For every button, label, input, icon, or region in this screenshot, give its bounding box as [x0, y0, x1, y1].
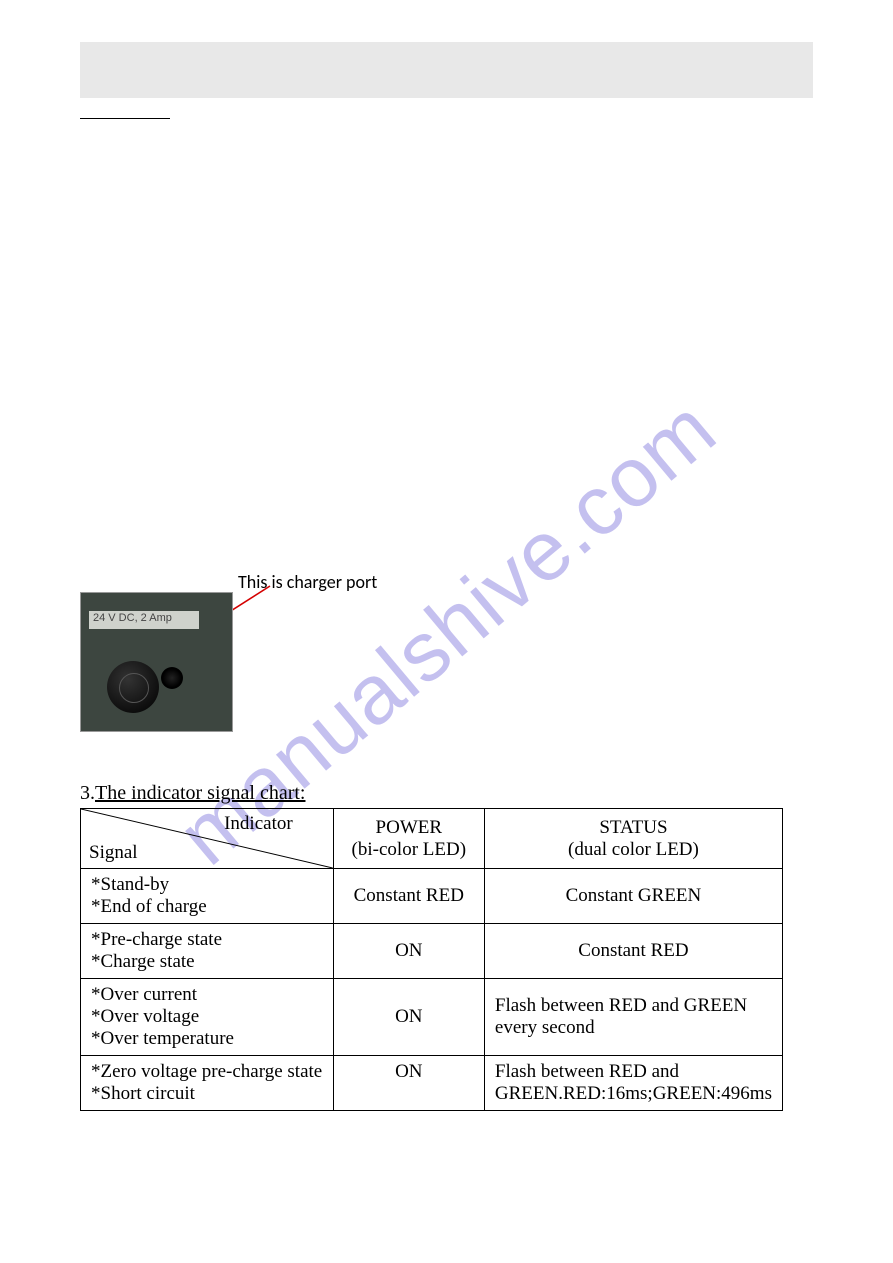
photo-voltage-label: 24 V DC, 2 Amp [89, 611, 199, 629]
charger-port-annotation: This is charger port [238, 571, 377, 593]
table-header-row: Indicator Signal POWER (bi-color LED) ST… [81, 809, 783, 869]
status-cell: Constant GREEN [484, 869, 782, 924]
underline-divider [80, 118, 170, 119]
status-cell: Flash between RED and GREEN every second [484, 979, 782, 1056]
power-cell: ON [333, 1056, 484, 1111]
signal-cell: *Over current*Over voltage*Over temperat… [81, 979, 334, 1056]
status-cell: Constant RED [484, 924, 782, 979]
table-header-status: STATUS (dual color LED) [484, 809, 782, 869]
charger-port-photo: 24 V DC, 2 Amp [80, 592, 233, 732]
photo-port-icon [161, 667, 183, 689]
indicator-signal-table: Indicator Signal POWER (bi-color LED) ST… [80, 808, 783, 1111]
signal-cell: *Zero voltage pre-charge state*Short cir… [81, 1056, 334, 1111]
table-header-signal: Signal [89, 842, 138, 864]
power-cell: Constant RED [333, 869, 484, 924]
table-header-power: POWER (bi-color LED) [333, 809, 484, 869]
table-body: *Stand-by*End of chargeConstant REDConst… [81, 869, 783, 1111]
photo-cap-icon [107, 661, 159, 713]
signal-cell: *Stand-by*End of charge [81, 869, 334, 924]
power-cell: ON [333, 924, 484, 979]
table-header-status-label: STATUS [599, 817, 667, 838]
table-header-power-label: POWER [376, 817, 443, 838]
table-header-status-sub: (dual color LED) [568, 839, 699, 860]
header-band [80, 42, 813, 98]
table-row: *Zero voltage pre-charge state*Short cir… [81, 1056, 783, 1111]
table-row: *Stand-by*End of chargeConstant REDConst… [81, 869, 783, 924]
signal-cell: *Pre-charge state*Charge state [81, 924, 334, 979]
table-header-indicator: Indicator [224, 813, 293, 835]
table-row: *Over current*Over voltage*Over temperat… [81, 979, 783, 1056]
section-number: 3. [80, 782, 95, 805]
table-header-power-sub: (bi-color LED) [352, 839, 466, 860]
section-title: The indicator signal chart: [95, 782, 305, 805]
status-cell: Flash between RED and GREEN.RED:16ms;GRE… [484, 1056, 782, 1111]
power-cell: ON [333, 979, 484, 1056]
table-header-diagonal: Indicator Signal [81, 809, 334, 869]
table-row: *Pre-charge state*Charge stateONConstant… [81, 924, 783, 979]
